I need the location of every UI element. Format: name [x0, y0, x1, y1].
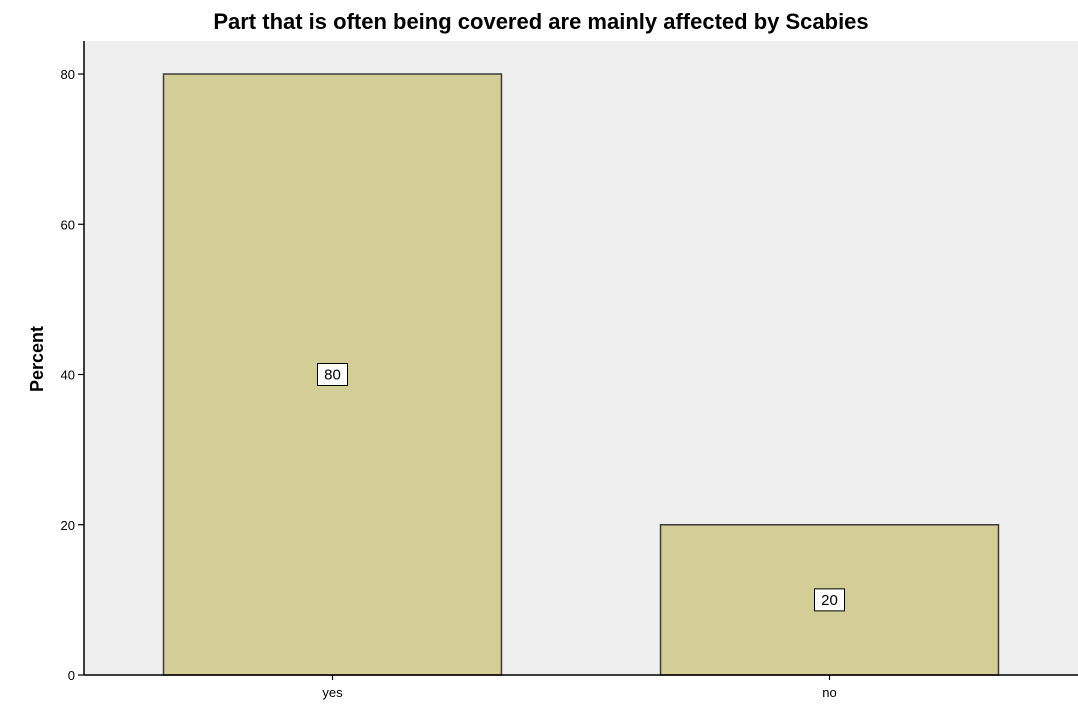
data-label-no: 20 [821, 592, 838, 609]
chart-title: Part that is often being covered are mai… [213, 9, 868, 34]
y-axis-label: Percent [27, 326, 47, 392]
x-tick-label-no: no [822, 685, 836, 700]
y-tick-label: 0 [68, 668, 75, 683]
data-label-box [814, 588, 845, 612]
y-tick-label: 60 [61, 217, 75, 232]
bars: 80 20 [162, 73, 1000, 676]
x-axis: yes no [322, 675, 837, 700]
data-label-yes: 80 [324, 367, 341, 384]
y-tick-label: 20 [61, 518, 75, 533]
x-tick-label-yes: yes [322, 685, 343, 700]
data-label-box [317, 363, 348, 386]
y-tick-label: 80 [61, 67, 75, 82]
y-axis: 0 20 40 60 80 [61, 67, 84, 683]
y-tick-label: 40 [61, 368, 75, 383]
